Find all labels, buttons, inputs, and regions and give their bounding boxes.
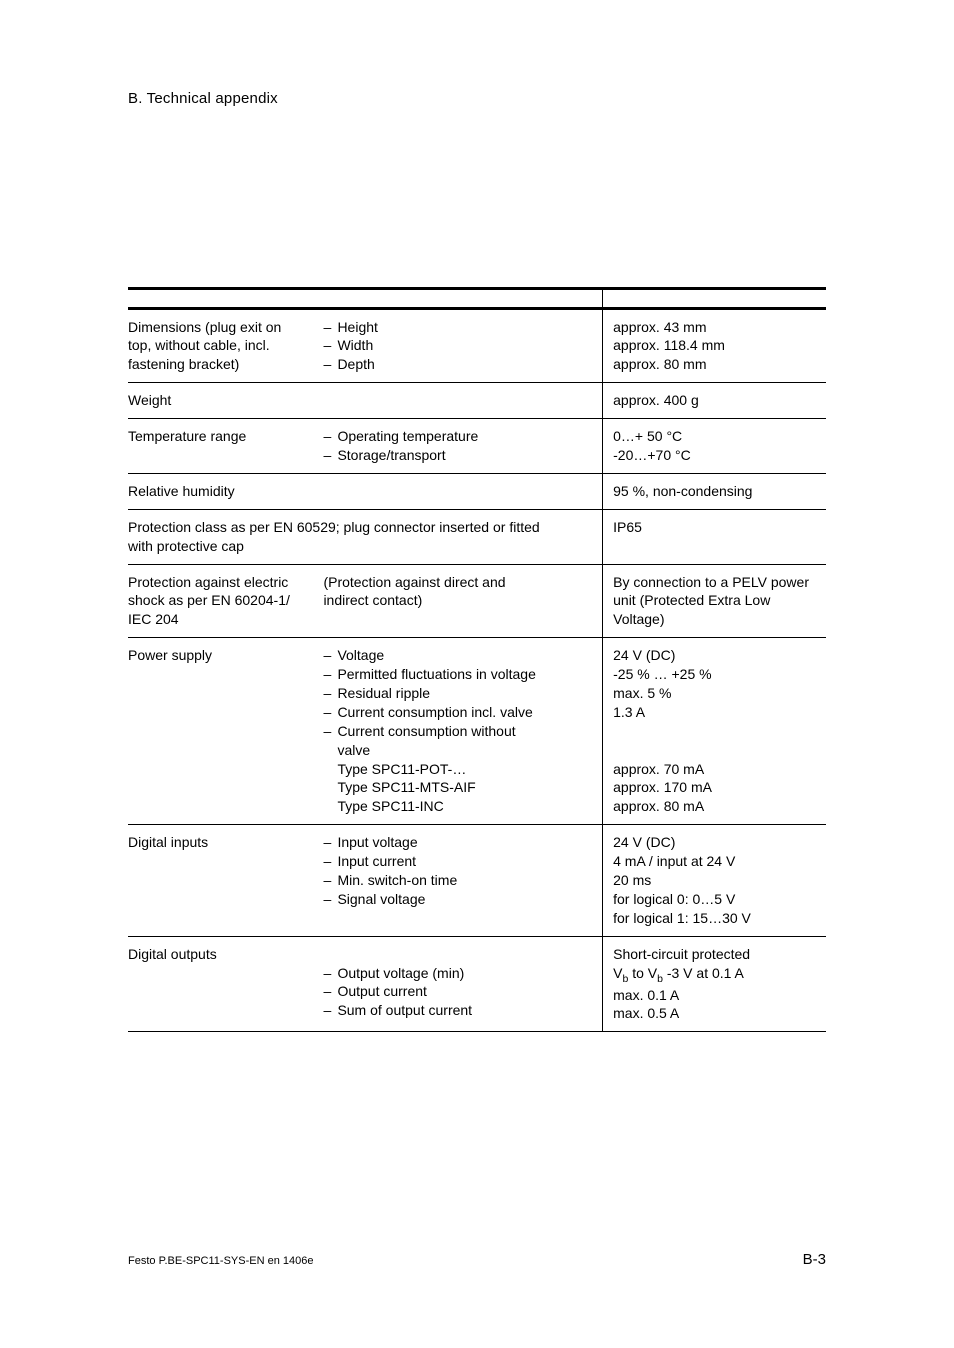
footer-doc-id: Festo P.BE-SPC11-SYS-EN en 1406e (128, 1255, 313, 1267)
spec-value: approx. 43 mmapprox. 118.4 mmapprox. 80 … (603, 309, 826, 383)
document-page: B. Technical appendix Dimensions (plug e… (0, 0, 954, 1348)
table-row: Protection class as per EN 60529; plug c… (128, 509, 826, 564)
spec-value: By connection to a PELV powerunit (Prote… (603, 564, 826, 638)
spec-value: 24 V (DC)4 mA / input at 24 V20 msfor lo… (603, 825, 826, 936)
spec-value: 0…+ 50 °C-20…+70 °C (603, 419, 826, 474)
spec-label: Protection against electricshock as per … (128, 564, 323, 638)
table-row: Temperature range–Operating temperature–… (128, 419, 826, 474)
spec-label: Dimensions (plug exit ontop, without cab… (128, 309, 323, 383)
spec-subitems: –Output voltage (min)–Output current–Sum… (323, 936, 602, 1032)
spec-value: Short-circuit protectedVb to Vb -3 V at … (603, 936, 826, 1032)
spec-subitems: –Height–Width–Depth (323, 309, 602, 383)
spec-table: Dimensions (plug exit ontop, without cab… (128, 287, 826, 1032)
spec-label: Digital inputs (128, 825, 323, 936)
table-row: Digital outputs –Output voltage (min)–Ou… (128, 936, 826, 1032)
table-row: Dimensions (plug exit ontop, without cab… (128, 309, 826, 383)
table-row: Relative humidity95 %, non-condensing (128, 473, 826, 509)
spec-label: Power supply (128, 638, 323, 825)
table-row: Weightapprox. 400 g (128, 383, 826, 419)
section-heading: B. Technical appendix (128, 90, 826, 107)
spec-value: IP65 (603, 509, 826, 564)
spec-value: approx. 400 g (603, 383, 826, 419)
table-row: Protection against electricshock as per … (128, 564, 826, 638)
page-footer: Festo P.BE-SPC11-SYS-EN en 1406e B-3 (128, 1251, 826, 1268)
spec-subitems: (Protection against direct andindirect c… (323, 564, 602, 638)
table-row: Digital inputs–Input voltage–Input curre… (128, 825, 826, 936)
spec-subitems: –Voltage–Permitted fluctuations in volta… (323, 638, 602, 825)
spec-value: 95 %, non-condensing (603, 473, 826, 509)
spec-subitems: –Operating temperature–Storage/transport (323, 419, 602, 474)
spec-label: Digital outputs (128, 936, 323, 1032)
spec-label: Temperature range (128, 419, 323, 474)
footer-page-number: B-3 (803, 1251, 826, 1268)
spec-label: Weight (128, 383, 603, 419)
spec-value: 24 V (DC)-25 % … +25 %max. 5 %1.3 A appr… (603, 638, 826, 825)
spec-label: Relative humidity (128, 473, 603, 509)
table-row: Power supply–Voltage–Permitted fluctuati… (128, 638, 826, 825)
spec-label: Protection class as per EN 60529; plug c… (128, 509, 603, 564)
spec-subitems: –Input voltage–Input current–Min. switch… (323, 825, 602, 936)
